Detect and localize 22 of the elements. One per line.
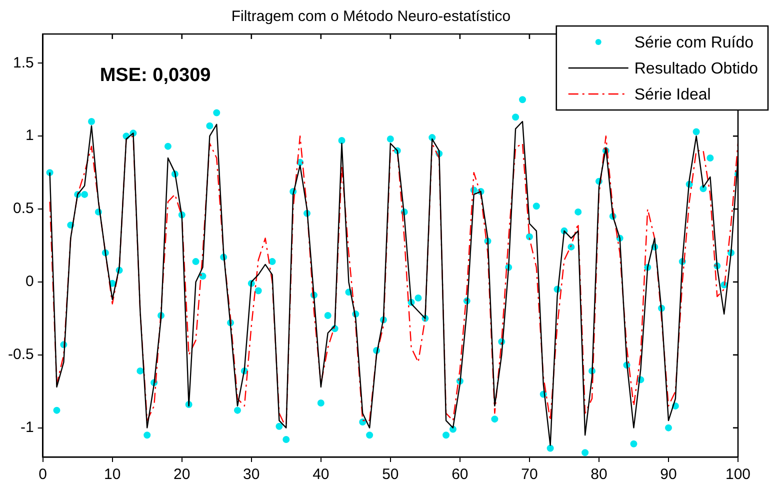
x-tick-label: 80 (590, 466, 608, 484)
x-tick-label: 60 (452, 466, 468, 484)
x-tick-label: 40 (312, 466, 330, 484)
x-tick-label: 50 (382, 466, 399, 484)
y-tick-label: 1.5 (12, 54, 34, 72)
y-tick-label: -0.5 (8, 346, 34, 364)
annotation: MSE: 0,0309 (100, 65, 211, 86)
x-tick-label: 70 (521, 466, 538, 484)
y-tick-label: 0 (26, 273, 34, 290)
chart-title: Filtragem com o Método Neuro-estatístico (231, 8, 511, 26)
x-tick-label: 90 (660, 466, 677, 484)
y-tick-label: 1 (26, 127, 34, 144)
y-tick-label: 0.5 (12, 200, 34, 218)
legend-label: Série com Ruído (634, 34, 754, 52)
x-tick-label: 10 (104, 466, 121, 484)
legend-label: Resultado Obtido (634, 60, 758, 78)
x-tick-label: 100 (725, 466, 751, 484)
x-tick-label: 0 (38, 466, 48, 484)
x-tick-label: 20 (174, 466, 190, 484)
x-tick-label: 30 (243, 466, 260, 484)
y-tick-label: -1 (20, 418, 34, 436)
legend-label: Série Ideal (634, 86, 711, 104)
